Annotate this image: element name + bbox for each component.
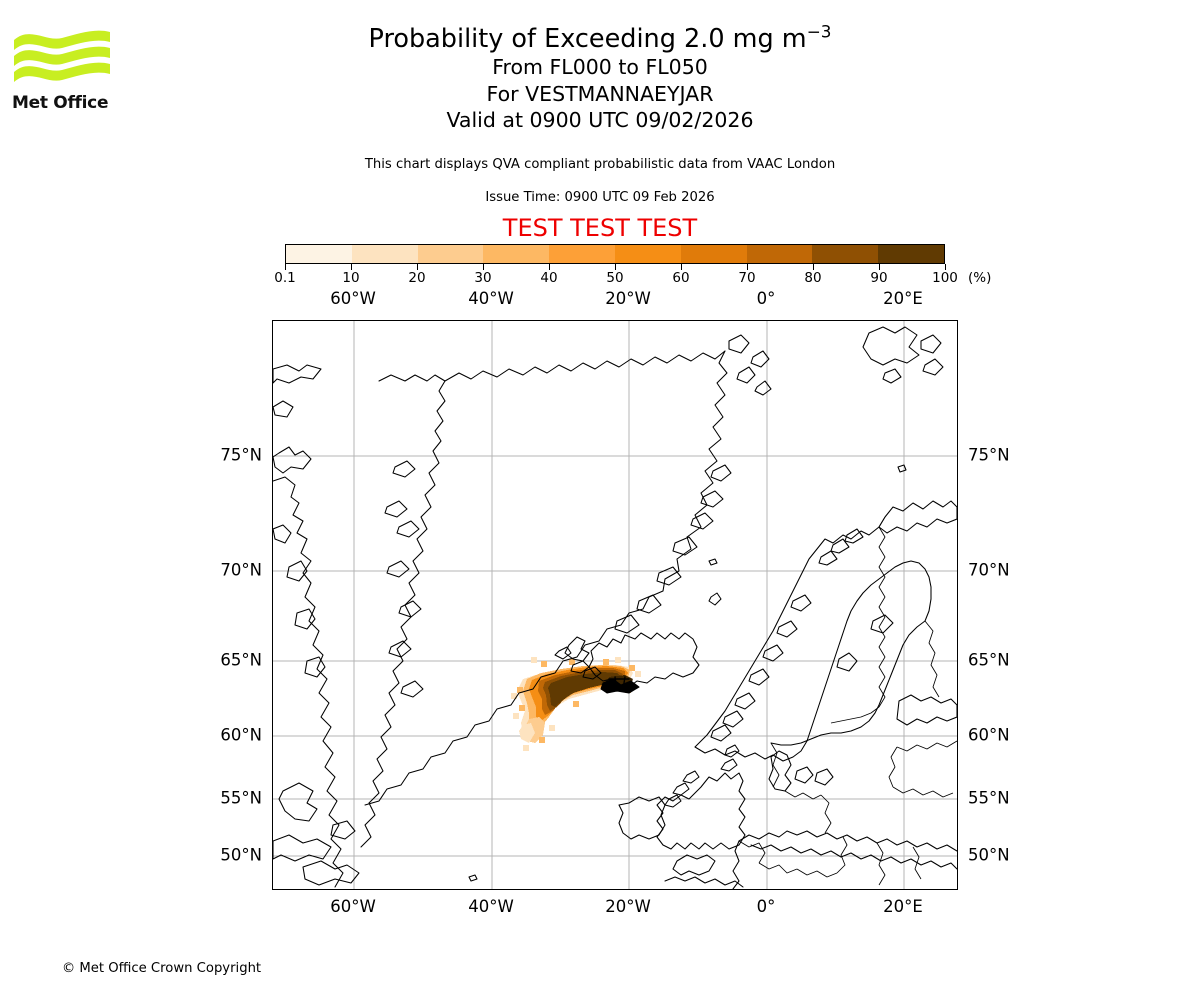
colorbar-tick-label-90: 90 bbox=[870, 270, 888, 286]
lat-label-right-55N: 55°N bbox=[968, 788, 1010, 808]
colorbar-tick-label-40: 40 bbox=[540, 270, 558, 286]
colorbar-tick-label-0.1: 0.1 bbox=[274, 270, 296, 286]
lat-label-right-50N: 50°N bbox=[968, 845, 1010, 865]
colorbar-tick-label-20: 20 bbox=[408, 270, 426, 286]
lat-label-left-50N: 50°N bbox=[220, 845, 262, 865]
main-title-text: Probability of Exceeding 2.0 mg m bbox=[368, 24, 807, 54]
colorbar-tick-10 bbox=[944, 264, 946, 270]
colorbar-tick-8 bbox=[812, 264, 814, 270]
colorbar-gradient bbox=[285, 244, 945, 264]
met-office-logo: Met Office bbox=[12, 26, 122, 116]
lon-label-bottom-40W: 40°W bbox=[468, 897, 514, 916]
test-banner: TEST TEST TEST bbox=[502, 214, 698, 242]
colorbar-tick-5 bbox=[614, 264, 616, 270]
lon-label-bottom-0: 0° bbox=[756, 897, 776, 916]
met-office-wave-mark bbox=[14, 30, 110, 82]
colorbar-segment-0 bbox=[286, 245, 352, 263]
flight-level-range: From FL000 to FL050 bbox=[492, 55, 708, 79]
colorbar-segment-2 bbox=[417, 245, 484, 263]
colorbar-tick-label-10: 10 bbox=[342, 270, 360, 286]
colorbar-tick-label-60: 60 bbox=[672, 270, 690, 286]
colorbar-tick-1 bbox=[350, 264, 352, 270]
main-title-exponent: −3 bbox=[806, 21, 832, 42]
colorbar-segment-8 bbox=[812, 245, 879, 263]
volcano-location: For VESTMANNAEYJAR bbox=[486, 81, 714, 106]
probability-colorbar bbox=[285, 244, 945, 264]
lon-label-bottom-20W: 20°W bbox=[605, 897, 651, 916]
colorbar-tick-3 bbox=[482, 264, 484, 270]
map-canvas bbox=[273, 321, 957, 889]
lon-label-bottom-20E: 20°E bbox=[883, 897, 923, 916]
lat-label-left-75N: 75°N bbox=[220, 445, 262, 465]
colorbar-tick-label-50: 50 bbox=[606, 270, 624, 286]
lat-label-right-70N: 70°N bbox=[968, 560, 1010, 580]
lon-label-top-20E: 20°E bbox=[883, 289, 923, 308]
colorbar-segment-9 bbox=[878, 245, 944, 263]
map-country-borders bbox=[738, 516, 957, 886]
colorbar-segment-1 bbox=[351, 245, 418, 263]
lat-label-right-75N: 75°N bbox=[968, 445, 1010, 465]
lat-label-left-60N: 60°N bbox=[220, 725, 262, 745]
colorbar-segment-5 bbox=[614, 245, 681, 263]
colorbar-segment-7 bbox=[746, 245, 813, 263]
colorbar-units-label: (%) bbox=[968, 270, 992, 286]
colorbar-segment-6 bbox=[680, 245, 747, 263]
map-plot-area bbox=[272, 320, 958, 890]
colorbar-tick-4 bbox=[548, 264, 550, 270]
map-coastlines bbox=[273, 326, 957, 889]
lon-label-top-40W: 40°W bbox=[468, 289, 514, 308]
ash-probability-plume bbox=[511, 657, 641, 751]
lat-label-left-65N: 65°N bbox=[220, 650, 262, 670]
colorbar-tick-label-80: 80 bbox=[804, 270, 822, 286]
issue-time: Issue Time: 0900 UTC 09 Feb 2026 bbox=[485, 190, 715, 205]
colorbar-ticks bbox=[284, 264, 946, 272]
met-office-logo-text: Met Office bbox=[12, 93, 109, 113]
lat-label-left-70N: 70°N bbox=[220, 560, 262, 580]
lat-label-right-65N: 65°N bbox=[968, 650, 1010, 670]
colorbar-tick-label-70: 70 bbox=[738, 270, 756, 286]
colorbar-tick-label-30: 30 bbox=[474, 270, 492, 286]
lon-label-top-0: 0° bbox=[756, 289, 776, 308]
lat-label-left-55N: 55°N bbox=[220, 788, 262, 808]
lon-label-top-20W: 20°W bbox=[605, 289, 651, 308]
qva-compliance-note: This chart displays QVA compliant probab… bbox=[364, 157, 836, 172]
colorbar-tick-0 bbox=[284, 264, 286, 270]
colorbar-tick-9 bbox=[878, 264, 880, 270]
lon-label-top-60W: 60°W bbox=[330, 289, 376, 308]
valid-time: Valid at 0900 UTC 09/02/2026 bbox=[446, 108, 754, 132]
colorbar-tick-7 bbox=[746, 264, 748, 270]
colorbar-tick-label-100: 100 bbox=[932, 270, 958, 286]
colorbar-tick-2 bbox=[416, 264, 418, 270]
copyright-notice: © Met Office Crown Copyright bbox=[62, 961, 262, 976]
lat-label-right-60N: 60°N bbox=[968, 725, 1010, 745]
colorbar-segment-4 bbox=[549, 245, 615, 263]
colorbar-segment-3 bbox=[483, 245, 550, 263]
lon-label-bottom-60W: 60°W bbox=[330, 897, 376, 916]
colorbar-tick-labels: 0.1 10 20 30 40 50 60 70 80 90 100 bbox=[274, 270, 958, 288]
page-title: Probability of Exceeding 2.0 mg m−3 bbox=[180, 21, 1020, 54]
chart-title-block: Probability of Exceeding 2.0 mg m−3 From… bbox=[180, 21, 1020, 134]
colorbar-tick-6 bbox=[680, 264, 682, 270]
